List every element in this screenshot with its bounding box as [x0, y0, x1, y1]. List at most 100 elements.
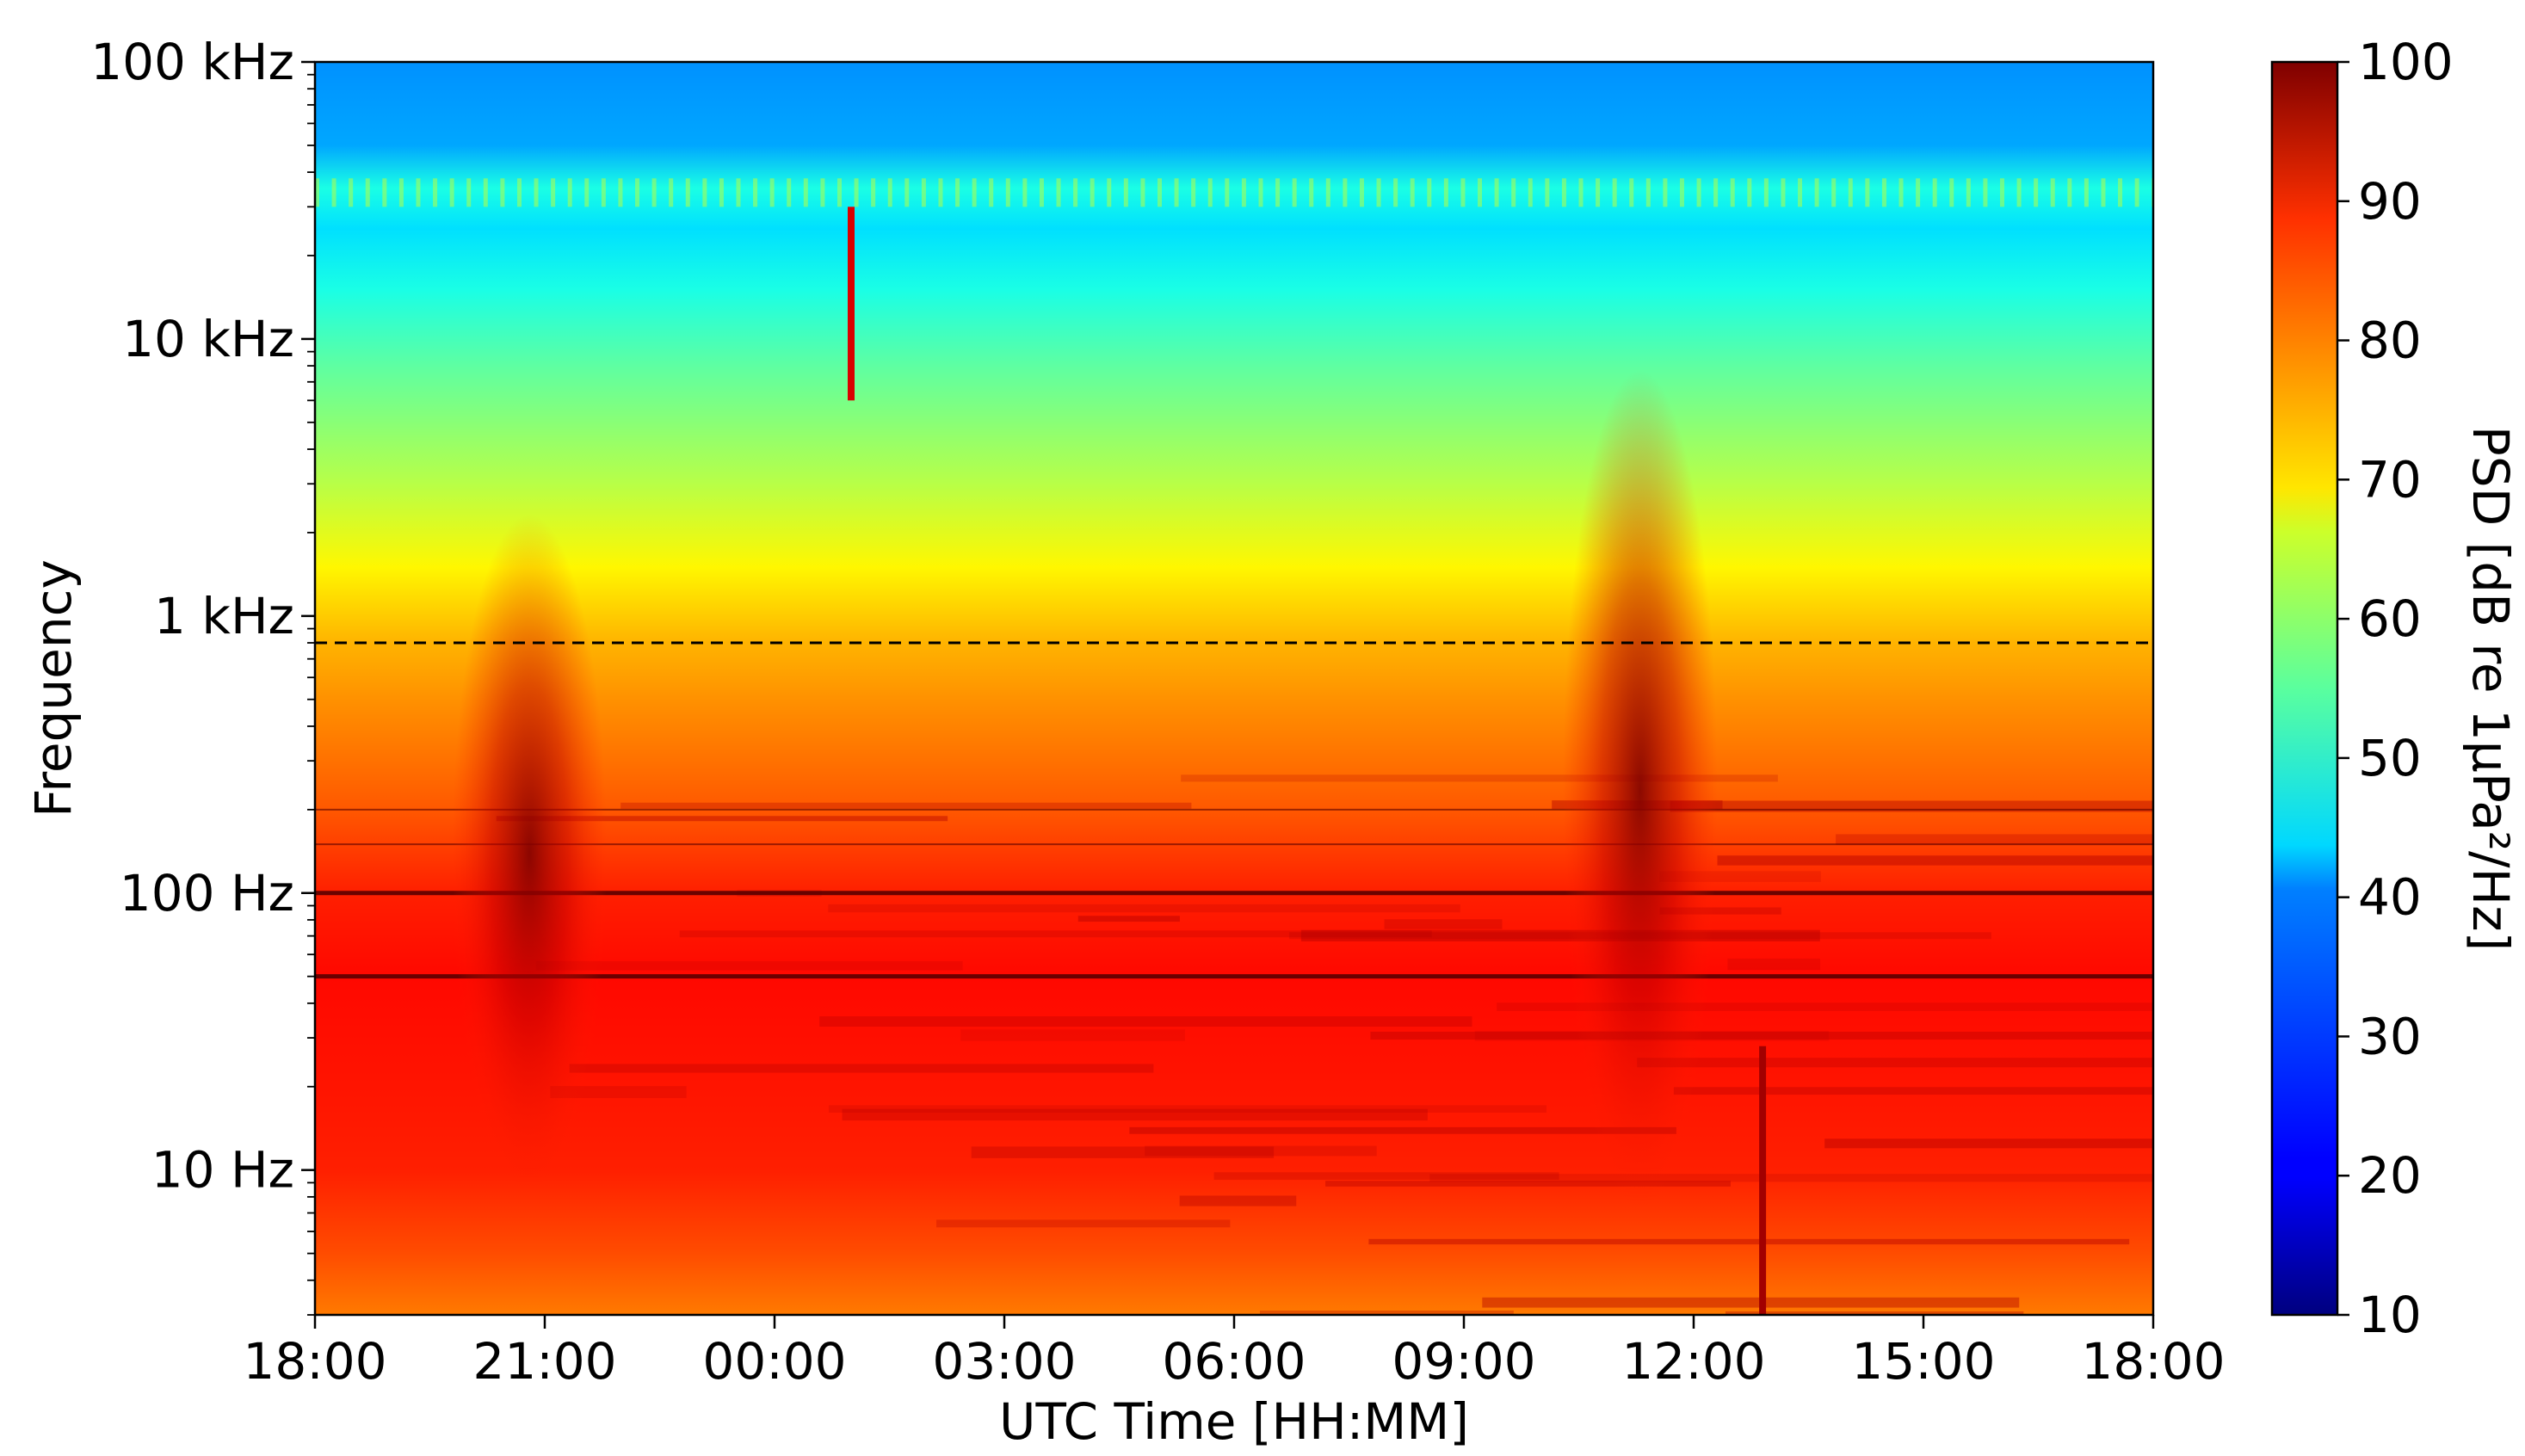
comb-mark — [500, 178, 505, 207]
x-tick-label: 00:00 — [702, 1332, 846, 1391]
comb-mark — [1983, 178, 1988, 207]
comb-mark — [1410, 178, 1415, 207]
comb-mark — [1596, 178, 1601, 207]
comb-mark — [433, 178, 438, 207]
comb-mark — [938, 178, 943, 207]
colorbar-tick-label: 20 — [2358, 1146, 2422, 1205]
colorbar-tick-label: 10 — [2358, 1286, 2422, 1344]
comb-mark — [1073, 178, 1078, 207]
comb-mark — [955, 178, 960, 207]
spectral-band — [1717, 855, 2153, 866]
comb-mark — [753, 178, 758, 207]
colorbar-tick-label: 100 — [2358, 33, 2454, 91]
transient-13h — [1759, 1046, 1767, 1315]
spectral-band — [971, 1146, 1275, 1158]
comb-mark — [904, 178, 910, 207]
comb-mark — [331, 178, 336, 207]
comb-mark — [416, 178, 421, 207]
comb-mark — [1916, 178, 1921, 207]
spectral-band — [960, 1029, 1185, 1041]
spectral-band — [1179, 1195, 1297, 1206]
spectral-band — [1129, 1126, 1676, 1134]
colorbar-tick-label: 90 — [2358, 172, 2422, 231]
comb-mark — [972, 178, 977, 207]
comb-mark — [1494, 178, 1499, 207]
comb-mark — [1158, 178, 1162, 207]
comb-mark — [803, 178, 808, 207]
comb-mark — [601, 178, 606, 207]
spectral-band — [1725, 1311, 2024, 1315]
comb-mark — [1578, 178, 1584, 207]
comb-mark — [349, 178, 354, 207]
x-tick-label: 21:00 — [472, 1332, 616, 1391]
spectral-band — [936, 1219, 1231, 1228]
comb-mark — [702, 178, 707, 207]
comb-mark — [1798, 178, 1803, 207]
comb-mark — [1258, 178, 1263, 207]
colorbar-tick-label: 40 — [2358, 868, 2422, 927]
y-tick-label: 10 kHz — [122, 310, 294, 368]
colorbar: 100 90 80 70 60 50 40 30 20 10 PSD [dB re 1μPa²/H… — [2270, 33, 2520, 1344]
spectral-band — [1368, 1238, 2130, 1245]
comb-mark — [567, 178, 572, 207]
comb-mark — [1056, 178, 1061, 207]
colorbar-gradient — [2270, 60, 2339, 1317]
comb-mark — [1191, 178, 1196, 207]
comb-mark — [398, 178, 404, 207]
comb-mark — [1359, 178, 1364, 207]
spectral-band — [1213, 1172, 1559, 1180]
comb-mark — [1427, 178, 1432, 207]
colorbar-ticks: 100 90 80 70 60 50 40 30 20 10 — [2337, 33, 2454, 1344]
comb-mark — [584, 178, 590, 207]
comb-mark — [1443, 178, 1448, 207]
comb-mark — [1140, 178, 1145, 207]
spectral-band — [496, 816, 948, 822]
comb-mark — [1663, 178, 1668, 207]
colorbar-tick-label: 70 — [2358, 450, 2422, 509]
comb-mark — [635, 178, 640, 207]
y-tick-label: 100 kHz — [90, 33, 294, 91]
x-tick-label: 18:00 — [243, 1332, 386, 1391]
comb-mark — [1629, 178, 1634, 207]
comb-mark — [787, 178, 792, 207]
comb-mark — [618, 178, 623, 207]
comb-mark — [2084, 178, 2089, 207]
comb-mark — [1528, 178, 1533, 207]
comb-mark — [1898, 178, 1904, 207]
spectral-band — [679, 930, 1432, 938]
x-tick-label: 03:00 — [932, 1332, 1076, 1391]
comb-mark — [1679, 178, 1684, 207]
spectral-band — [569, 1064, 1154, 1073]
comb-mark — [1730, 178, 1735, 207]
comb-mark — [1881, 178, 1886, 207]
comb-mark — [1309, 178, 1314, 207]
x-axis-label: UTC Time [HH:MM] — [999, 1392, 1469, 1451]
comb-mark — [2050, 178, 2055, 207]
spectral-band — [1836, 834, 2153, 845]
colorbar-tick-label: 30 — [2358, 1007, 2422, 1065]
comb-mark — [1325, 178, 1330, 207]
comb-mark — [516, 178, 522, 207]
comb-mark — [1831, 178, 1837, 207]
comb-mark — [2101, 178, 2106, 207]
comb-mark — [1814, 178, 1819, 207]
spectral-band — [1659, 907, 1781, 915]
comb-mark — [534, 178, 539, 207]
comb-mark — [1022, 178, 1028, 207]
spectral-band — [1429, 1174, 2153, 1182]
y-tick-label: 100 Hz — [120, 864, 294, 922]
comb-mark — [1005, 178, 1010, 207]
x-tick-label: 15:00 — [1851, 1332, 1995, 1391]
comb-mark — [2134, 178, 2139, 207]
comb-mark — [1174, 178, 1179, 207]
spectral-band — [1482, 1297, 2020, 1308]
comb-mark — [1207, 178, 1213, 207]
comb-mark — [1848, 178, 1853, 207]
comb-mark — [1713, 178, 1719, 207]
comb-mark — [685, 178, 690, 207]
comb-mark — [1747, 178, 1752, 207]
spectral-band — [828, 1105, 1547, 1113]
comb-mark — [1090, 178, 1095, 207]
comb-mark — [2034, 178, 2039, 207]
